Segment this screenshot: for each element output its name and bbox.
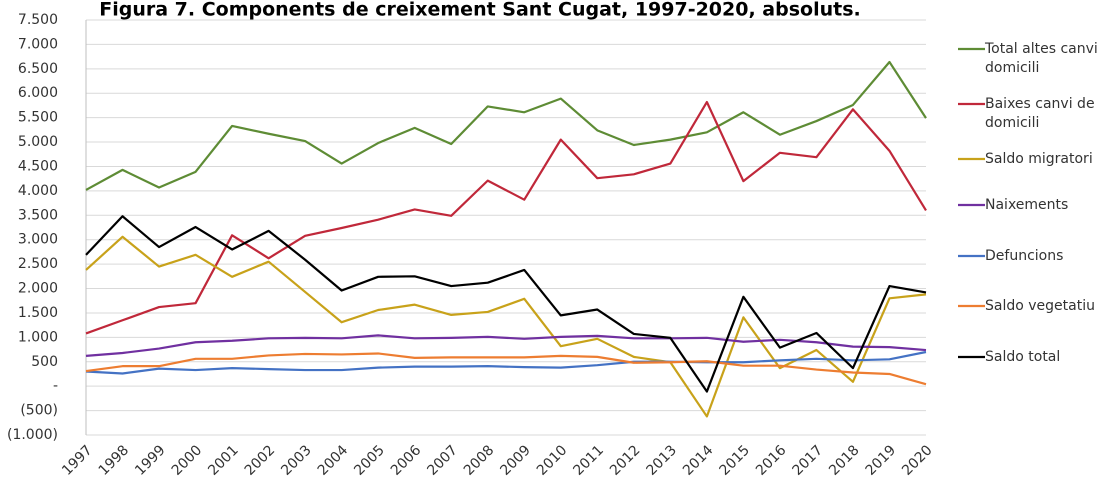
x-tick-label: 1998 bbox=[96, 442, 133, 479]
x-tick-label: 2008 bbox=[461, 442, 498, 479]
x-tick-label: 2013 bbox=[643, 442, 680, 479]
x-tick-label: 2005 bbox=[351, 442, 388, 479]
y-tick-label: 3.500 bbox=[18, 207, 58, 223]
x-tick-label: 1999 bbox=[132, 442, 169, 479]
series-line bbox=[85, 235, 927, 418]
x-tick-label: 2012 bbox=[607, 442, 644, 479]
legend-label: Saldo total bbox=[985, 349, 1061, 365]
x-tick-label: 2001 bbox=[205, 442, 242, 479]
series-line bbox=[85, 60, 927, 191]
legend-label: Saldo vegetatiu bbox=[985, 298, 1095, 314]
y-tick-label: 5.000 bbox=[18, 134, 58, 150]
y-tick-label: 4.000 bbox=[18, 183, 58, 199]
x-tick-label: 2019 bbox=[863, 442, 900, 479]
x-tick-label: 2000 bbox=[169, 442, 206, 479]
x-tick-label: 2010 bbox=[534, 442, 571, 479]
y-tick-label: - bbox=[53, 378, 58, 394]
y-tick-label: (500) bbox=[20, 403, 58, 419]
chart-title: Figura 7. Components de creixement Sant … bbox=[99, 0, 861, 21]
y-tick-label: 2.000 bbox=[18, 281, 58, 297]
y-tick-label: 7.000 bbox=[18, 36, 58, 52]
x-tick-label: 2020 bbox=[899, 442, 936, 479]
y-tick-label: 6.500 bbox=[18, 61, 58, 77]
x-tick-label: 2003 bbox=[278, 442, 315, 479]
series-line bbox=[85, 350, 927, 375]
x-tick-label: 2014 bbox=[680, 442, 717, 479]
y-tick-label: 500 bbox=[31, 354, 58, 370]
legend-label: Defuncions bbox=[985, 248, 1064, 264]
x-tick-label: 1997 bbox=[59, 442, 96, 479]
y-tick-label: 2.500 bbox=[18, 256, 58, 272]
x-tick-label: 2018 bbox=[826, 442, 863, 479]
series-line bbox=[85, 100, 927, 335]
legend-label: Naixements bbox=[985, 197, 1069, 213]
series-line bbox=[85, 215, 927, 393]
y-tick-label: 1.000 bbox=[18, 329, 58, 345]
y-tick-label: 4.500 bbox=[18, 158, 58, 174]
x-tick-label: 2006 bbox=[388, 442, 425, 479]
x-tick-label: 2015 bbox=[717, 442, 754, 479]
x-tick-label: 2007 bbox=[424, 442, 461, 479]
legend-label: Total altes canvi domicili bbox=[985, 41, 1098, 76]
x-tick-label: 2004 bbox=[315, 442, 352, 479]
y-tick-label: 1.500 bbox=[18, 305, 58, 321]
series-line bbox=[85, 352, 927, 386]
y-tick-label: 7.500 bbox=[18, 12, 58, 28]
series-line bbox=[85, 334, 927, 358]
x-tick-label: 2009 bbox=[497, 442, 534, 479]
x-tick-label: 2016 bbox=[753, 442, 790, 479]
legend-label: Saldo migratori bbox=[985, 151, 1093, 167]
y-tick-label: 5.500 bbox=[18, 110, 58, 126]
y-tick-label: 3.000 bbox=[18, 232, 58, 248]
x-tick-label: 2017 bbox=[790, 442, 827, 479]
legend-label: Baixes canvi de domicili bbox=[985, 96, 1095, 131]
x-tick-label: 2002 bbox=[242, 442, 279, 479]
y-tick-label: (1.000) bbox=[7, 427, 58, 443]
y-tick-label: 6.000 bbox=[18, 85, 58, 101]
x-tick-label: 2011 bbox=[570, 442, 607, 479]
